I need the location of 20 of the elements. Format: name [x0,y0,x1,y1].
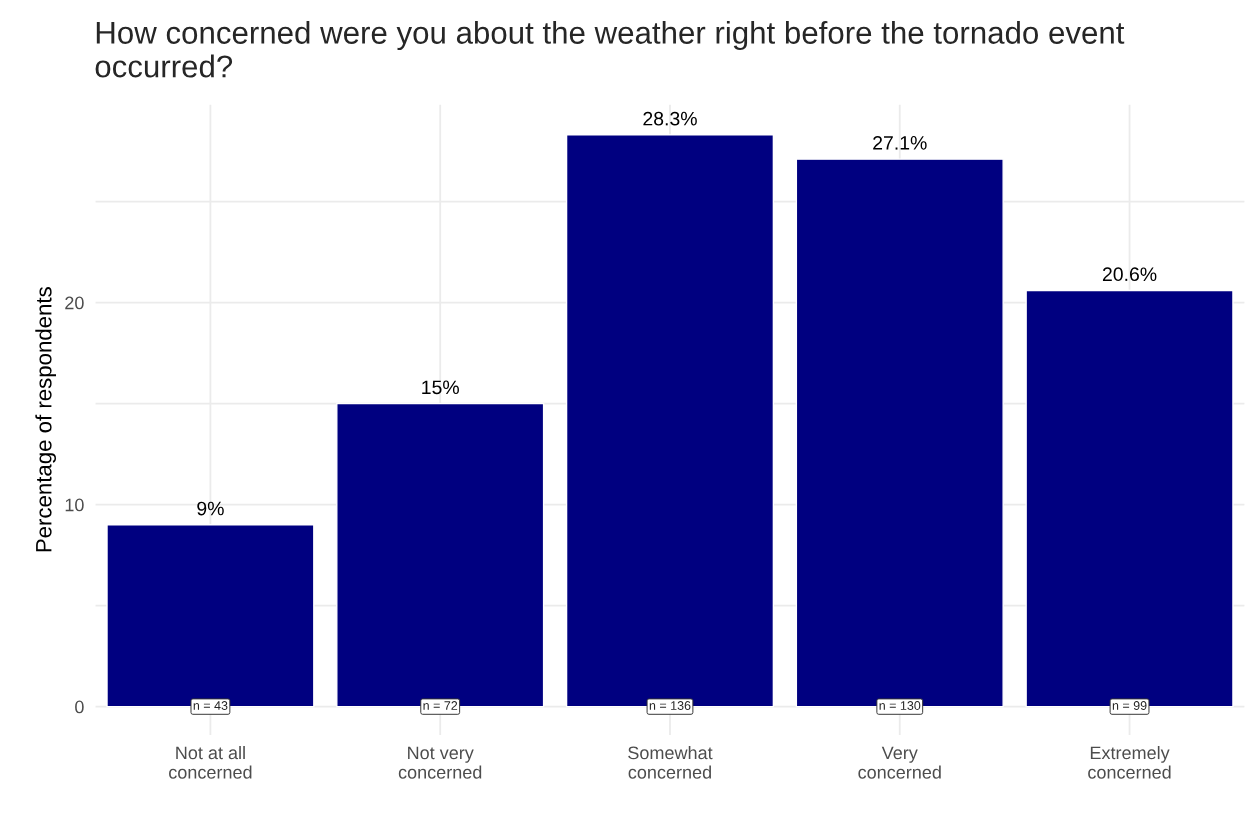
x-tick-label: Extremely concerned [1088,746,1171,779]
annotation: n = 43 [193,701,228,710]
y-axis-title: Percentage of respondents [35,287,57,552]
annotation: n = 99 [1112,701,1147,710]
annotation: n = 72 [423,701,458,710]
y-tick-label: 20 [65,296,84,310]
data-label: 15% [422,380,459,395]
data-label: 28.3% [643,111,697,126]
x-tick-label: Not very concerned [398,746,482,779]
y-tick-label: 0 [75,700,84,714]
x-tick-label: Not at all concerned [169,746,252,779]
x-tick-label: Somewhat concerned [628,746,713,779]
x-tick-label: Very concerned [858,746,941,779]
chart-title: How concerned were you about the weather right before the tornado event occurred? [95,20,1125,78]
y-tick-label: 10 [65,498,84,512]
data-label: 9% [197,501,224,516]
data-label: 27.1% [873,136,927,150]
annotation: n = 130 [879,701,921,710]
annotation: n = 136 [649,701,691,710]
data-label: 20.6% [1102,267,1157,282]
